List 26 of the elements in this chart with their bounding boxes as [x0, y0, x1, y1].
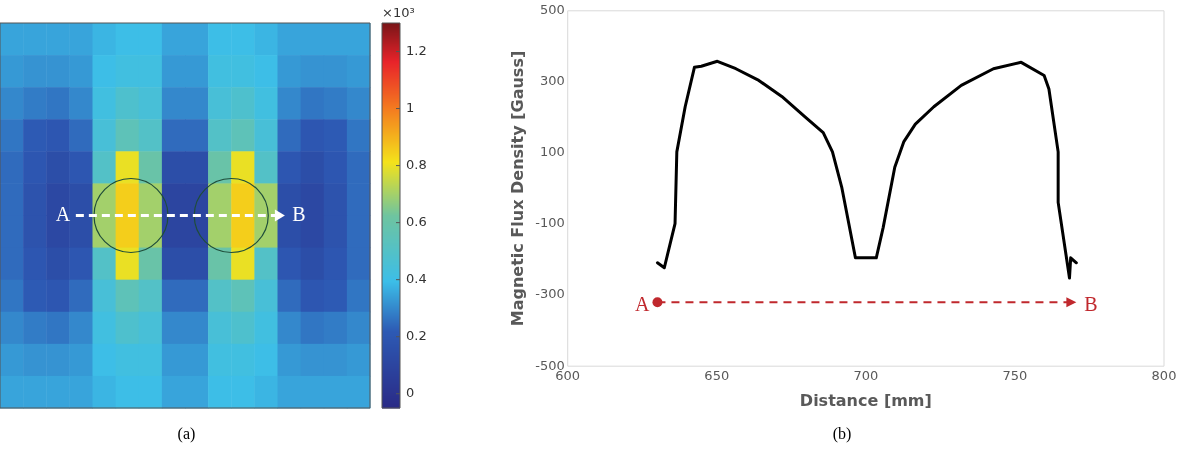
y-tick-label: -100 [535, 215, 565, 231]
x-tick-label: 800 [1151, 368, 1177, 384]
annotation: B [292, 202, 306, 225]
color-bar-label: 0.6 [406, 214, 427, 229]
text: (a) [176, 425, 197, 443]
text: (b) [831, 425, 853, 443]
color-bar-title: ×10³ [382, 4, 415, 20]
y-axis-title: Magnetic Flux Density [Gauss] [507, 50, 527, 327]
y-tick-label: -300 [535, 286, 565, 302]
annotation: A [634, 293, 650, 316]
x-tick-label: 750 [1002, 368, 1028, 384]
x-axis-title: Distance [mm] [799, 390, 932, 410]
x-tick-label: 650 [704, 368, 730, 384]
color-bar-label: 1.2 [406, 42, 427, 58]
color-bar-label: 0.2 [406, 328, 427, 344]
y-tick-label: 100 [539, 144, 565, 160]
x-tick-label: 600 [555, 368, 581, 384]
color-bar-label: 0.4 [406, 271, 427, 287]
annotation: B [1084, 293, 1098, 316]
color-bar-label: 0.8 [406, 156, 427, 172]
color-bar-label: 0 [406, 385, 415, 401]
y-tick-label: 500 [539, 2, 565, 18]
color-bar-label: 1 [406, 99, 415, 115]
annotation: A [55, 202, 71, 225]
y-tick-label: 300 [539, 73, 565, 89]
x-tick-label: 700 [853, 368, 879, 384]
